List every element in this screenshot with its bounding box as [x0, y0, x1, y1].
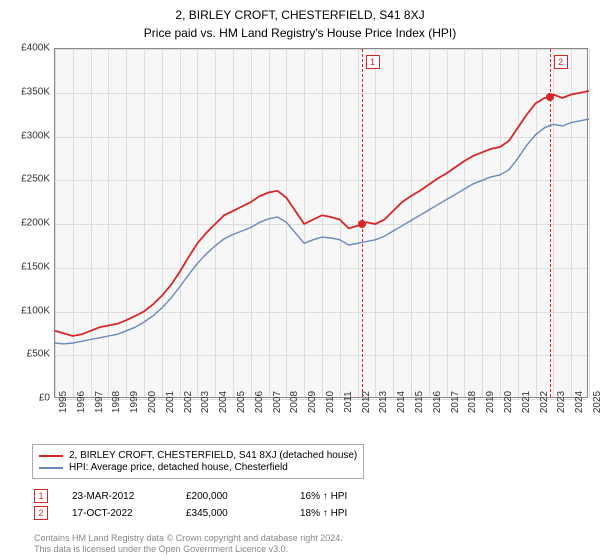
x-axis-label: 2003	[200, 391, 211, 413]
event-price: £345,000	[186, 508, 276, 519]
legend: 2, BIRLEY CROFT, CHESTERFIELD, S41 8XJ (…	[32, 444, 364, 479]
plot-area: 12	[54, 48, 588, 398]
x-axis-label: 1995	[58, 391, 69, 413]
x-axis-label: 1999	[129, 391, 140, 413]
y-axis-label: £250K	[21, 174, 50, 185]
line-chart-svg	[55, 49, 589, 399]
footer-line1: Contains HM Land Registry data © Crown c…	[34, 533, 343, 545]
y-axis-label: £150K	[21, 261, 50, 272]
series-hpi	[55, 119, 589, 344]
chart-container: 2, BIRLEY CROFT, CHESTERFIELD, S41 8XJ P…	[0, 0, 600, 560]
event-badge: 2	[34, 506, 48, 520]
y-axis-label: £350K	[21, 86, 50, 97]
event-date: 23-MAR-2012	[72, 491, 162, 502]
x-axis-label: 2011	[343, 391, 354, 413]
x-axis-label: 2001	[165, 391, 176, 413]
y-axis-label: £0	[39, 393, 50, 404]
x-axis-label: 2016	[432, 391, 443, 413]
footer-line2: This data is licensed under the Open Gov…	[34, 544, 343, 556]
y-axis-label: £300K	[21, 130, 50, 141]
x-axis-label: 2002	[183, 391, 194, 413]
legend-label: HPI: Average price, detached house, Ches…	[69, 462, 288, 473]
x-axis-label: 2014	[396, 391, 407, 413]
x-axis-label: 2009	[307, 391, 318, 413]
x-axis-label: 2008	[289, 391, 300, 413]
x-axis-label: 2005	[236, 391, 247, 413]
series-price_paid	[55, 91, 589, 336]
x-axis-label: 2018	[467, 391, 478, 413]
x-axis-label: 2000	[147, 391, 158, 413]
x-axis-label: 2010	[325, 391, 336, 413]
x-axis-label: 2023	[556, 391, 567, 413]
event-list: 1 23-MAR-2012 £200,000 16% ↑ HPI 2 17-OC…	[34, 486, 390, 523]
legend-item: 2, BIRLEY CROFT, CHESTERFIELD, S41 8XJ (…	[39, 450, 357, 461]
y-axis-label: £200K	[21, 218, 50, 229]
x-axis-label: 2017	[450, 391, 461, 413]
x-axis-label: 2022	[539, 391, 550, 413]
event-badge: 1	[34, 489, 48, 503]
event-delta: 16% ↑ HPI	[300, 491, 390, 502]
x-axis-label: 2007	[272, 391, 283, 413]
footer-attribution: Contains HM Land Registry data © Crown c…	[34, 533, 343, 556]
x-axis-label: 1996	[76, 391, 87, 413]
x-axis-label: 1997	[94, 391, 105, 413]
legend-swatch	[39, 467, 63, 469]
x-axis-label: 2020	[503, 391, 514, 413]
event-date: 17-OCT-2022	[72, 508, 162, 519]
y-axis-label: £50K	[27, 349, 50, 360]
x-axis-label: 2006	[254, 391, 265, 413]
legend-item: HPI: Average price, detached house, Ches…	[39, 462, 357, 473]
event-row: 1 23-MAR-2012 £200,000 16% ↑ HPI	[34, 489, 390, 503]
x-axis-label: 2015	[414, 391, 425, 413]
x-axis-label: 2004	[218, 391, 229, 413]
x-axis-label: 2013	[378, 391, 389, 413]
x-axis-label: 2024	[574, 391, 585, 413]
x-axis-label: 2012	[361, 391, 372, 413]
legend-label: 2, BIRLEY CROFT, CHESTERFIELD, S41 8XJ (…	[69, 450, 357, 461]
chart-subtitle: Price paid vs. HM Land Registry's House …	[0, 26, 600, 40]
y-axis-label: £400K	[21, 43, 50, 54]
x-axis-label: 1998	[111, 391, 122, 413]
event-row: 2 17-OCT-2022 £345,000 18% ↑ HPI	[34, 506, 390, 520]
event-price: £200,000	[186, 491, 276, 502]
x-axis-label: 2019	[485, 391, 496, 413]
event-delta: 18% ↑ HPI	[300, 508, 390, 519]
x-axis-label: 2021	[521, 391, 532, 413]
x-axis-label: 2025	[592, 391, 600, 413]
legend-swatch	[39, 455, 63, 457]
chart-title: 2, BIRLEY CROFT, CHESTERFIELD, S41 8XJ	[0, 8, 600, 22]
y-axis-label: £100K	[21, 305, 50, 316]
